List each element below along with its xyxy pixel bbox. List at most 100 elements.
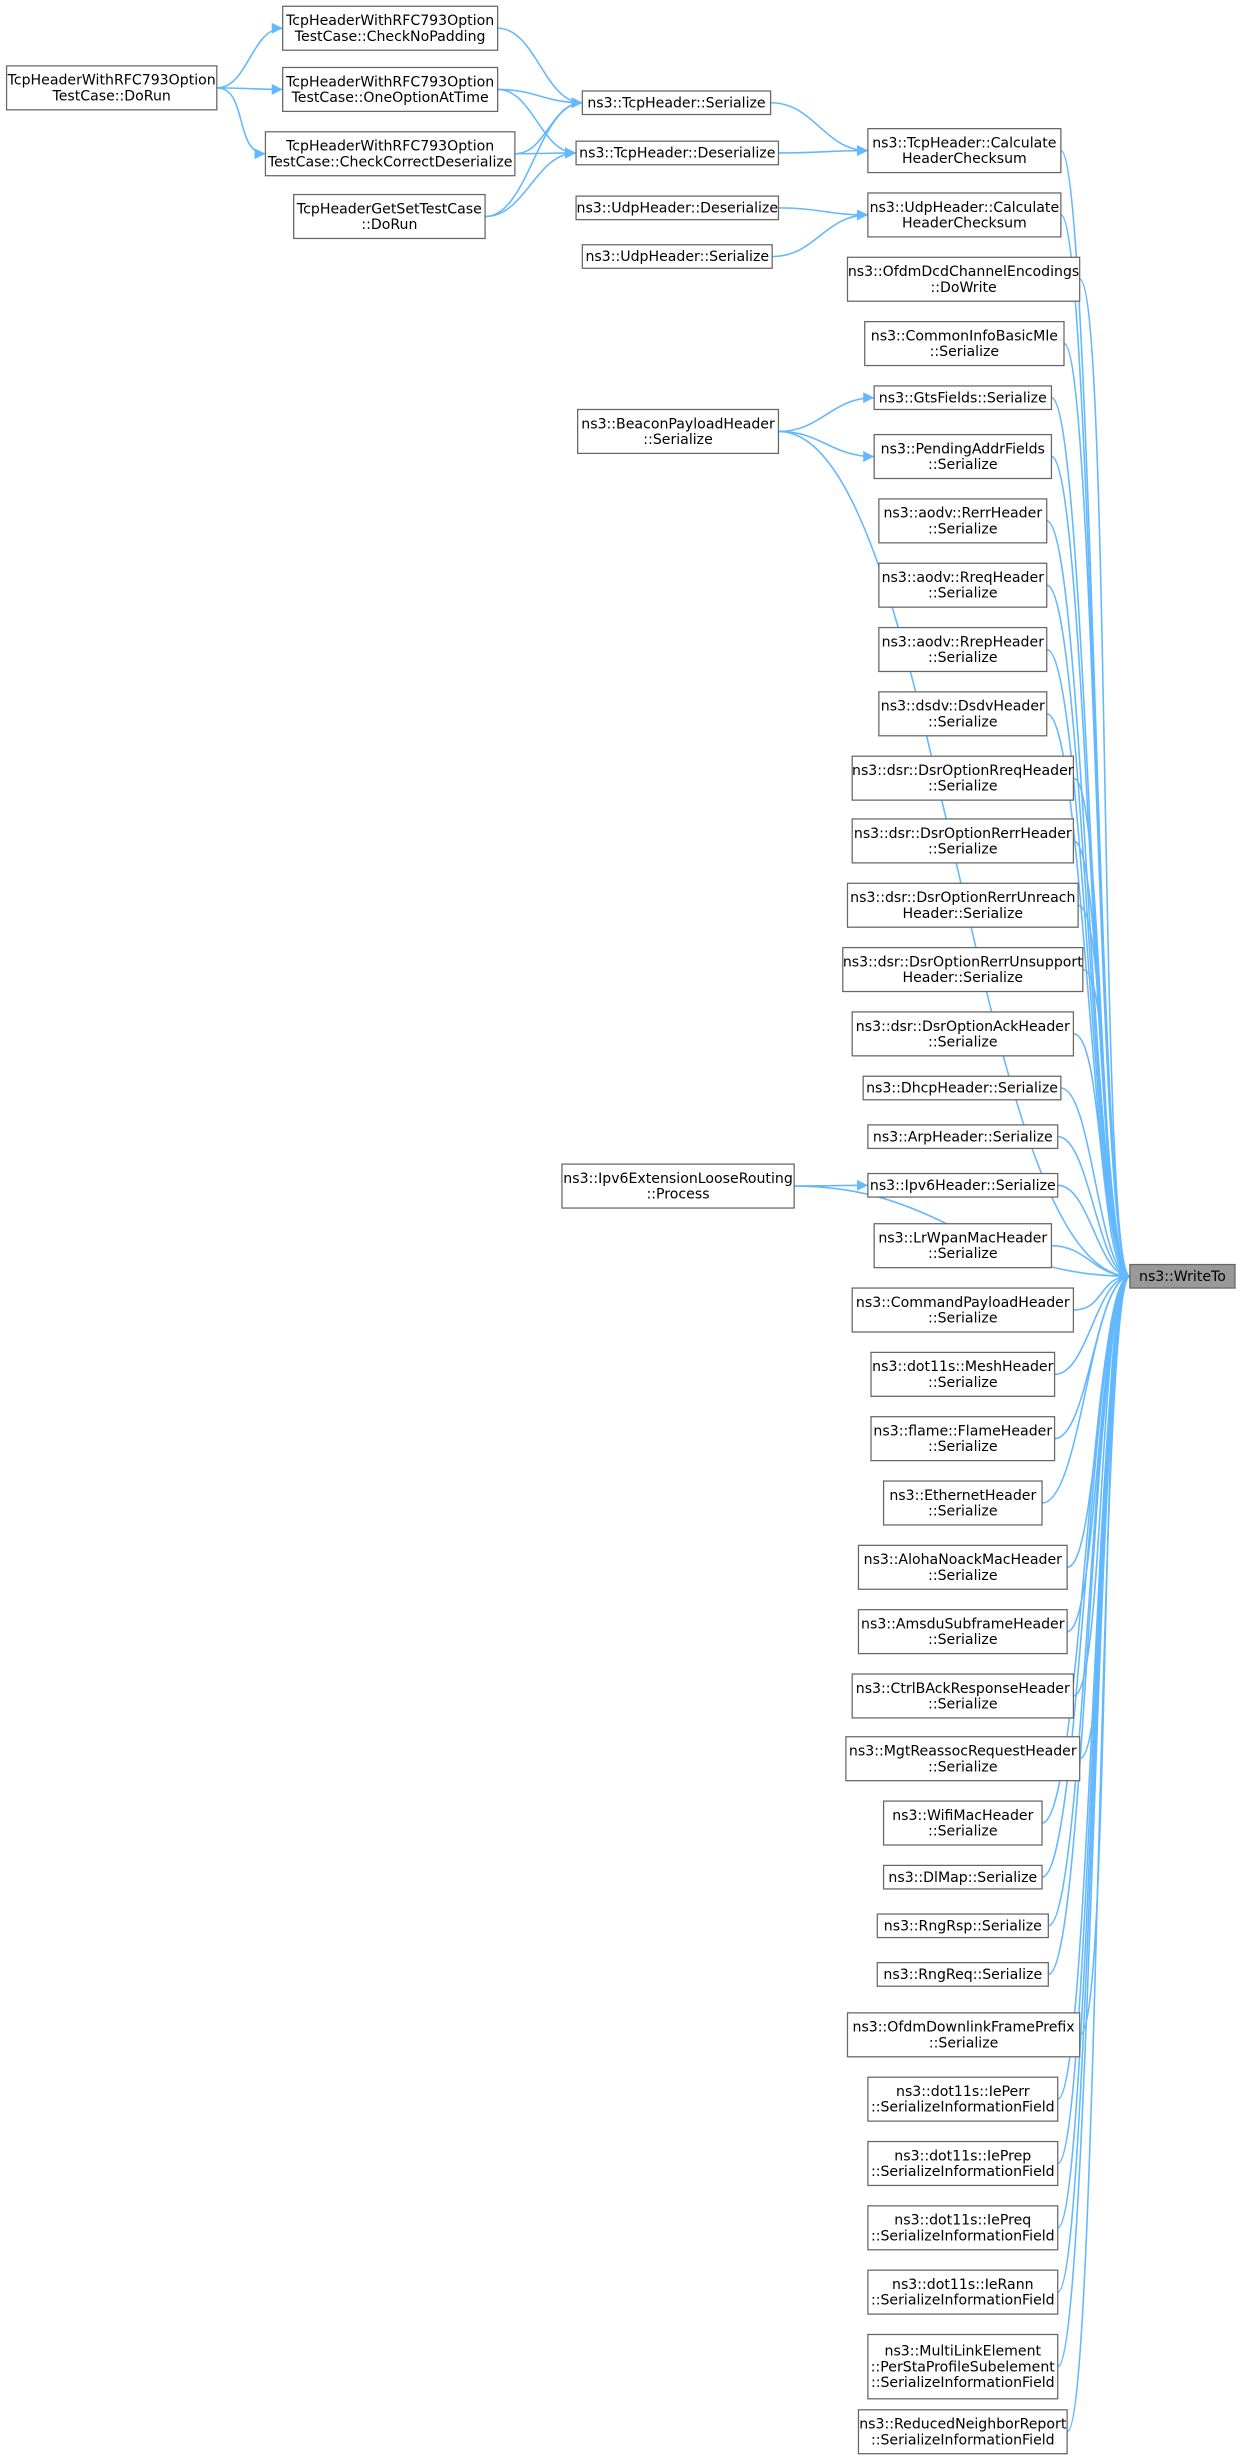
node-label: ns3::CtrlBAckResponseHeader — [856, 1681, 1070, 1697]
node-box — [867, 1124, 1059, 1150]
node-box — [878, 562, 1048, 608]
node-label: ns3::dsdv::DsdvHeader — [881, 699, 1045, 715]
edge — [778, 430, 875, 463]
node-box — [575, 195, 780, 221]
edge — [514, 97, 583, 155]
node-box — [581, 244, 773, 269]
node-label: ::Serialize — [928, 457, 997, 473]
node-box — [862, 1075, 1062, 1101]
node-label: ::DoWrite — [930, 280, 996, 296]
node-box — [581, 90, 772, 116]
node-box — [873, 433, 1053, 480]
edge — [216, 83, 283, 95]
node-box — [882, 1480, 1043, 1526]
node-label: TestCase::OneOptionAtTime — [291, 90, 489, 106]
edge — [1063, 342, 1131, 1282]
node-box — [1129, 1263, 1236, 1289]
node-label: TcpHeaderWithRFC793Option — [285, 13, 494, 29]
edge — [770, 101, 868, 157]
node-label: ::Serialize — [928, 1439, 997, 1455]
node-box — [870, 1416, 1056, 1462]
node-label: ns3::aodv::RerrHeader — [883, 506, 1042, 522]
node-label: ::SerializeInformationField — [871, 2100, 1055, 2116]
node-label: ns3::dsr::DsrOptionAckHeader — [856, 1019, 1070, 1035]
node-label: ns3::UdpHeader::Deserialize — [576, 201, 778, 217]
node-label: ns3::dsr::DsrOptionRerrUnreach — [850, 890, 1075, 906]
node-label: ns3::UdpHeader::Calculate — [870, 200, 1060, 216]
node-box — [878, 626, 1048, 673]
node-box — [851, 755, 1075, 801]
node-box — [846, 2012, 1081, 2058]
node-label: ::SerializeInformationField — [871, 2164, 1055, 2180]
node-label: ns3::AmsduSubframeHeader — [861, 1616, 1065, 1632]
node-box — [878, 498, 1048, 544]
node-label: ns3::Ipv6ExtensionLooseRouting — [563, 1171, 793, 1187]
node-label: ns3::Ipv6Header::Serialize — [870, 1178, 1056, 1194]
node-label: ::Serialize — [928, 1632, 997, 1648]
node-box — [5, 65, 218, 111]
node-label: ::Serialize — [928, 586, 997, 602]
edge — [216, 22, 283, 89]
node-label: ns3::aodv::RrepHeader — [882, 634, 1045, 650]
node-label: ::Serialize — [928, 1246, 997, 1262]
node-box — [293, 193, 486, 240]
node-box — [845, 1736, 1081, 1782]
node-label: ::SerializeInformationField — [871, 2293, 1055, 2309]
node-label: ns3::AlohaNoackMacHeader — [864, 1552, 1062, 1568]
node-label: ns3::PendingAddrFields — [881, 441, 1045, 457]
node-label: ns3::WriteTo — [1139, 1269, 1226, 1285]
node-label: ns3::CommandPayloadHeader — [856, 1295, 1070, 1311]
node-label: ns3::ReducedNeighborReport — [859, 2417, 1067, 2433]
node-label: ns3::TcpHeader::Deserialize — [579, 146, 775, 162]
node-label: ns3::MultiLinkElement — [885, 2344, 1042, 2360]
node-box — [867, 2076, 1059, 2122]
edge — [1046, 584, 1131, 1282]
node-box — [282, 5, 499, 51]
node-label: ::SerializeInformationField — [871, 2228, 1055, 2244]
edge — [1047, 1271, 1131, 1976]
edge — [1066, 1271, 1131, 2433]
node-box — [878, 691, 1048, 737]
node-box — [867, 2140, 1059, 2187]
edge — [1060, 214, 1131, 1282]
node-label: HeaderChecksum — [902, 215, 1027, 231]
node-box — [876, 1962, 1049, 1987]
edge — [778, 207, 868, 221]
node-label: ns3::flame::FlameHeader — [873, 1424, 1052, 1440]
node-label: TestCase::DoRun — [51, 88, 170, 104]
node-label: ::Serialize — [928, 1311, 997, 1327]
node-box — [851, 1287, 1075, 1333]
edge — [772, 209, 868, 258]
node-label: ::Serialize — [928, 779, 997, 795]
node-box — [846, 256, 1081, 302]
edge — [497, 27, 583, 109]
node-label: TestCase::CheckCorrectDeserialize — [267, 154, 513, 170]
node-label: ::Serialize — [928, 841, 997, 857]
edge — [1057, 1271, 1131, 2368]
node-box — [842, 946, 1084, 993]
node-box — [575, 140, 780, 166]
edge — [497, 88, 583, 109]
node-label: ns3::ArpHeader::Serialize — [873, 1129, 1053, 1145]
node-box — [876, 1913, 1049, 1939]
edge — [485, 97, 583, 218]
edge — [1060, 149, 1131, 1282]
node-label: ns3::TcpHeader::Serialize — [587, 95, 765, 111]
node-box — [282, 66, 499, 113]
edge — [1082, 968, 1131, 1282]
node-label: ns3::BeaconPayloadHeader — [581, 416, 775, 432]
node-box — [851, 1673, 1075, 1719]
edge — [778, 392, 875, 433]
node-box — [867, 2269, 1059, 2315]
node-label: Header::Serialize — [903, 970, 1024, 986]
node-label: ::Process — [647, 1187, 710, 1203]
node-box — [577, 408, 780, 455]
node-label: ns3::dot11s::MeshHeader — [872, 1359, 1053, 1375]
edge — [778, 145, 868, 157]
node-label: ::Serialize — [928, 1375, 997, 1391]
node-box — [846, 882, 1079, 928]
node-label: TestCase::CheckNoPadding — [294, 29, 486, 45]
node-box — [882, 1800, 1043, 1846]
node-label: TcpHeaderWithRFC793Option — [285, 74, 494, 90]
node-box — [264, 131, 516, 177]
